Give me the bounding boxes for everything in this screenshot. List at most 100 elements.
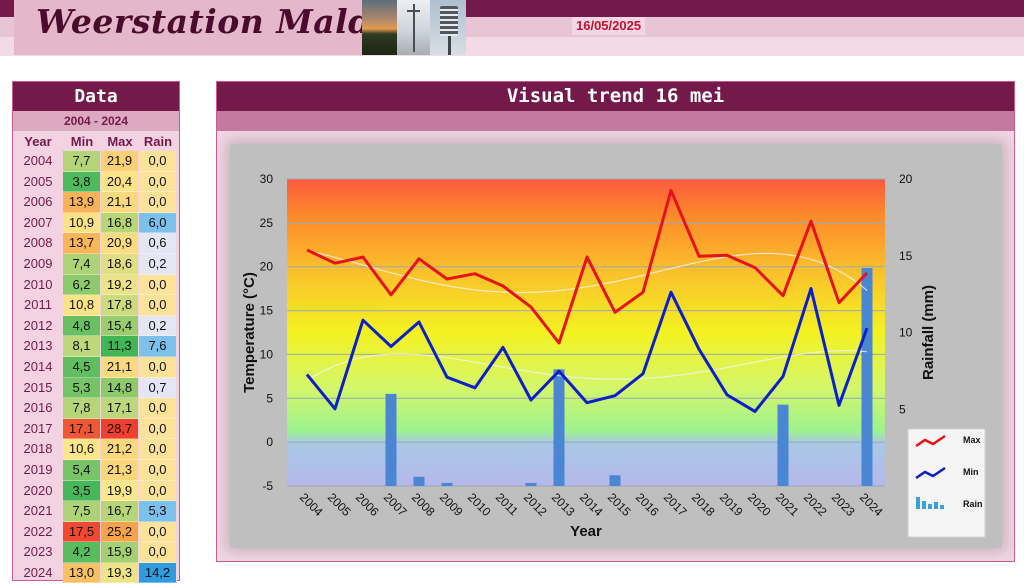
legend-rain-icon-bar: [934, 502, 938, 509]
series-line-min: [305, 287, 869, 413]
x-tick-label: 2004: [297, 490, 326, 519]
radiation-shield: [440, 6, 458, 36]
max-cell: 20,9: [101, 233, 139, 254]
min-cell: 5,3: [63, 377, 101, 399]
data-table-title: Data: [13, 82, 179, 111]
x-tick-label: 2010: [465, 490, 494, 519]
table-row: 2011 10,8 17,8 0,0: [13, 295, 179, 316]
y-tick-label: 25: [260, 216, 274, 230]
x-tick-label: 2013: [549, 490, 578, 519]
table-row: 2019 5,4 21,3 0,0: [13, 459, 179, 481]
table-row: 2004 7,7 21,9 0,0: [13, 151, 179, 172]
max-cell: 17,1: [101, 398, 139, 419]
year-cell: 2015: [23, 379, 53, 395]
table-row: 2006 13,9 21,1 0,0: [13, 192, 179, 213]
table-row: 2008 13,7 20,9 0,6: [13, 233, 179, 254]
x-tick-label: 2022: [801, 490, 830, 519]
year-cell: 2012: [23, 317, 53, 333]
x-tick-label: 2006: [353, 490, 382, 519]
x-tick-label: 2016: [633, 490, 662, 519]
year-cell: 2020: [23, 482, 53, 498]
min-cell: 13,0: [63, 562, 101, 584]
table-row: 2012 4,8 15,4 0,2: [13, 315, 179, 337]
max-cell: 28,7: [101, 418, 139, 440]
table-row: 2005 3,8 20,4 0,0: [13, 171, 179, 193]
rain-cell: 0,0: [139, 418, 177, 440]
x-tick-label: 2007: [381, 490, 410, 519]
max-cell: 19,3: [101, 562, 139, 584]
max-cell: 21,9: [101, 151, 139, 172]
min-cell: 3,8: [63, 171, 101, 193]
year-cell: 2024: [23, 564, 53, 580]
rain-bar: [777, 404, 789, 486]
y-tick-label: 30: [260, 172, 274, 186]
rain-bar: [553, 369, 565, 486]
rain-cell: 0,2: [139, 315, 177, 337]
rain-cell: 0,0: [139, 171, 177, 193]
rain-cell: 0,0: [139, 459, 177, 481]
x-tick-label: 2017: [661, 490, 690, 519]
year-cell: 2008: [23, 235, 53, 251]
max-cell: 16,8: [101, 212, 139, 234]
year-cell: 2011: [24, 297, 52, 313]
date-label: 16/05/2025: [572, 17, 646, 35]
legend-max-icon: [915, 434, 946, 448]
year-cell: 2013: [23, 338, 53, 354]
chart-panel-subband: [217, 111, 1014, 131]
legend-rain-icon-bar: [916, 497, 920, 509]
year-cell: 2016: [23, 400, 53, 416]
y2-tick-label: 20: [899, 172, 913, 186]
table-row: 2022 17,5 25,2 0,0: [13, 521, 179, 543]
table-row: 2020 3,5 19,9 0,0: [13, 480, 179, 502]
chart-legend: Max Min Rain: [907, 428, 986, 538]
year-cell: 2018: [23, 441, 53, 457]
rain-cell: 0,0: [139, 274, 177, 296]
rain-cell: 0,0: [139, 439, 177, 460]
x-tick-label: 2011: [493, 490, 521, 518]
mast-arm: [407, 10, 420, 12]
legend-rain-icon-bar: [928, 504, 932, 509]
max-cell: 15,4: [101, 315, 139, 337]
table-row: 2013 8,1 11,3 7,6: [13, 336, 179, 357]
mast-pole: [413, 4, 415, 52]
min-cell: 7,5: [63, 501, 101, 522]
year-cell: 2005: [23, 173, 53, 189]
y-tick-label: 10: [260, 347, 274, 361]
year-cell: 2023: [23, 544, 53, 560]
year-cell: 2007: [23, 214, 53, 230]
data-period: 2004 - 2024: [13, 111, 179, 131]
rain-bar: [385, 393, 397, 486]
y-tick-label: 0: [266, 435, 273, 449]
legend-box: [907, 428, 986, 538]
y2-axis-title: Rainfall (mm): [920, 285, 937, 380]
rain-bar: [525, 482, 537, 486]
min-cell: 7,4: [63, 253, 101, 275]
rain-cell: 14,2: [139, 562, 177, 584]
min-cell: 13,7: [63, 233, 101, 254]
x-tick-label: 2012: [521, 490, 550, 519]
legend-rain-icon-bar: [940, 505, 944, 509]
trendline-max: [306, 250, 868, 294]
legend-label: Min: [963, 467, 979, 477]
min-cell: 13,9: [63, 192, 101, 213]
legend-label: Max: [963, 435, 981, 445]
year-cell: 2014: [23, 358, 53, 374]
max-cell: 19,9: [101, 480, 139, 502]
max-cell: 19,2: [101, 274, 139, 296]
y-axis-title: Temperature (°C): [241, 272, 258, 393]
column-header-year: Year: [24, 133, 52, 149]
max-cell: 25,2: [101, 521, 139, 543]
year-cell: 2009: [23, 255, 53, 271]
rain-cell: 0,0: [139, 480, 177, 502]
column-header-max: Max: [107, 133, 133, 149]
data-table-panel: Data 2004 - 2024 Year Min Max Rain 2004 7…: [12, 81, 180, 584]
trendline-min: [306, 349, 868, 382]
x-tick-label: 2023: [829, 490, 858, 519]
min-cell: 8,1: [63, 336, 101, 357]
min-cell: 17,1: [63, 418, 101, 440]
min-cell: 10,9: [63, 212, 101, 234]
rain-cell: 0,0: [139, 356, 177, 378]
rain-cell: 0,0: [139, 151, 177, 172]
y2-tick-label: 15: [899, 249, 913, 263]
max-cell: 16,7: [101, 501, 139, 522]
